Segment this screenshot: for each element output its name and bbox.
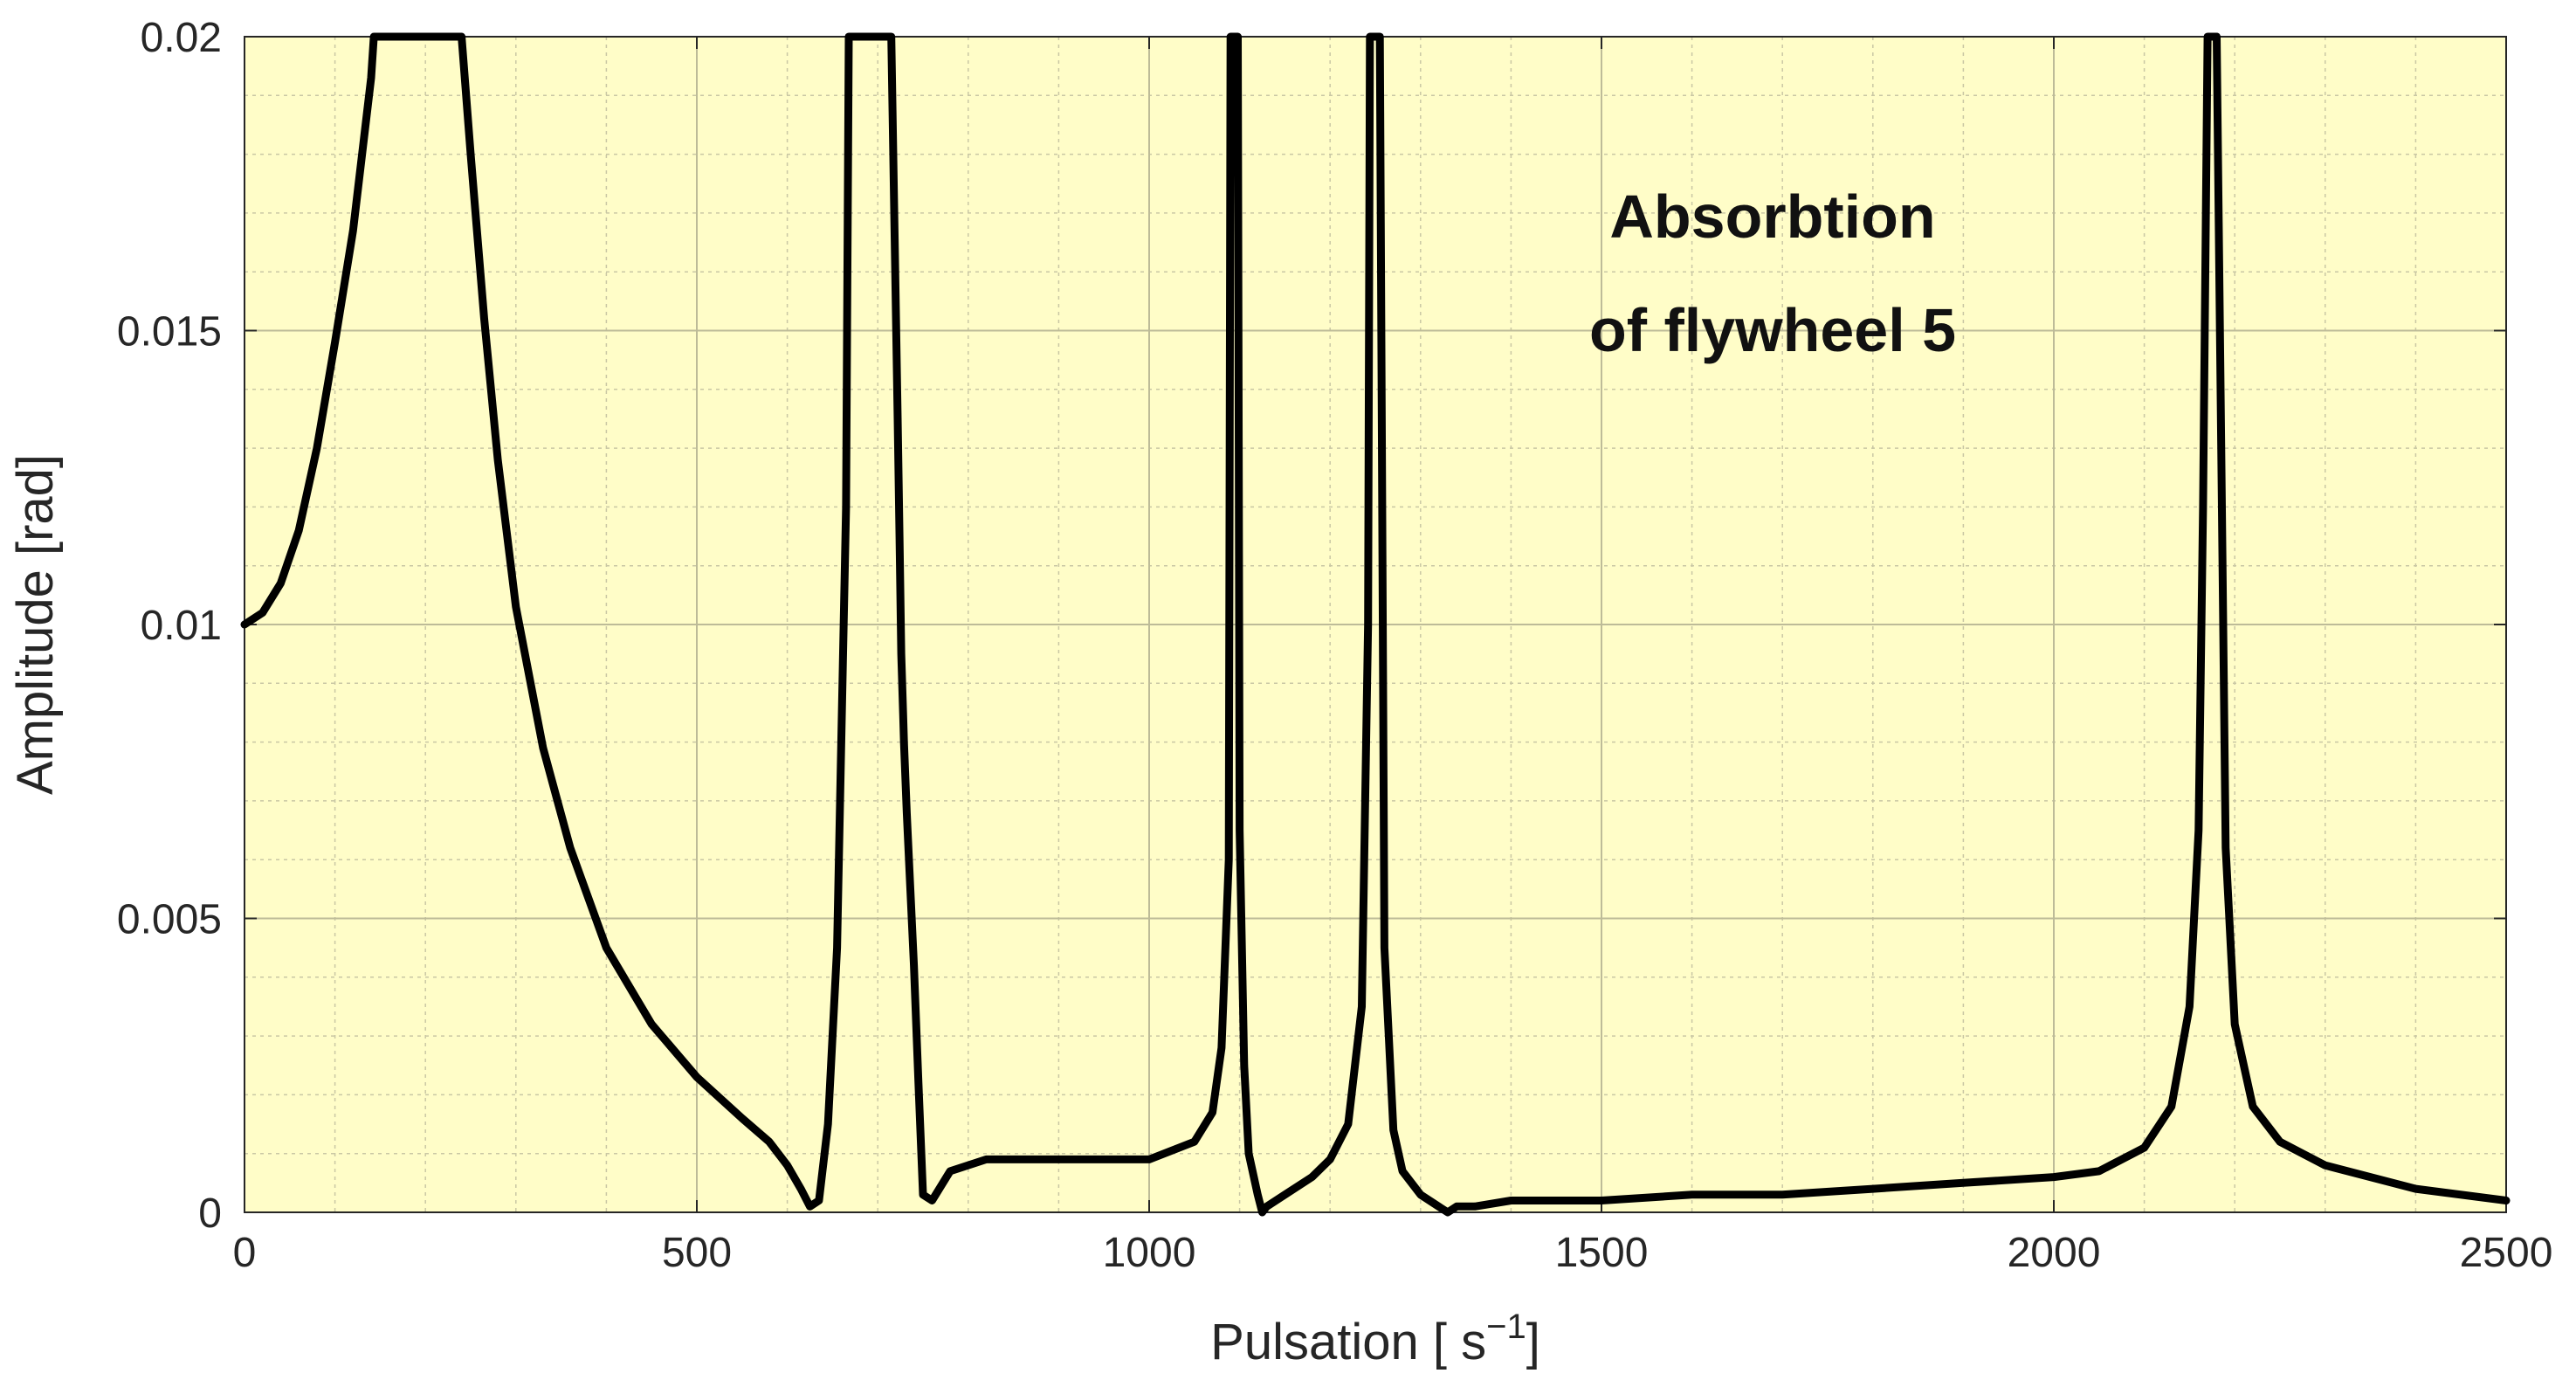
y-tick-label: 0.005 <box>117 897 222 943</box>
annotation-line-1: Absorbtion <box>1609 183 1935 251</box>
x-tick-label: 2500 <box>2460 1230 2553 1276</box>
y-axis-label: Amplitude [rad] <box>7 454 64 795</box>
y-tick-label: 0 <box>198 1190 222 1237</box>
x-tick-label: 0 <box>233 1230 257 1276</box>
x-axis-label-main: Pulsation [ s <box>1210 1314 1486 1370</box>
series-line <box>240 32 2511 1217</box>
y-tick-label: 0.01 <box>141 603 222 649</box>
x-tick-label: 1000 <box>1103 1230 1196 1276</box>
x-tick-labels: 0 500 1000 1500 2000 2500 <box>233 1230 2553 1276</box>
annotation-line-2: of flywheel 5 <box>1589 296 1956 364</box>
y-tick-label: 0.02 <box>141 15 222 61</box>
x-axis-label: Pulsation [ s−1] <box>1210 1308 1540 1370</box>
x-tick-label: 1500 <box>1555 1230 1649 1276</box>
y-tick-labels: 0 0.005 0.01 0.015 0.02 <box>117 15 222 1237</box>
x-tick-label: 500 <box>662 1230 732 1276</box>
x-tick-label: 2000 <box>2008 1230 2101 1276</box>
x-axis-label-exponent: −1 <box>1486 1308 1526 1346</box>
x-axis-label-close: ] <box>1526 1314 1540 1370</box>
y-tick-label: 0.015 <box>117 309 222 355</box>
